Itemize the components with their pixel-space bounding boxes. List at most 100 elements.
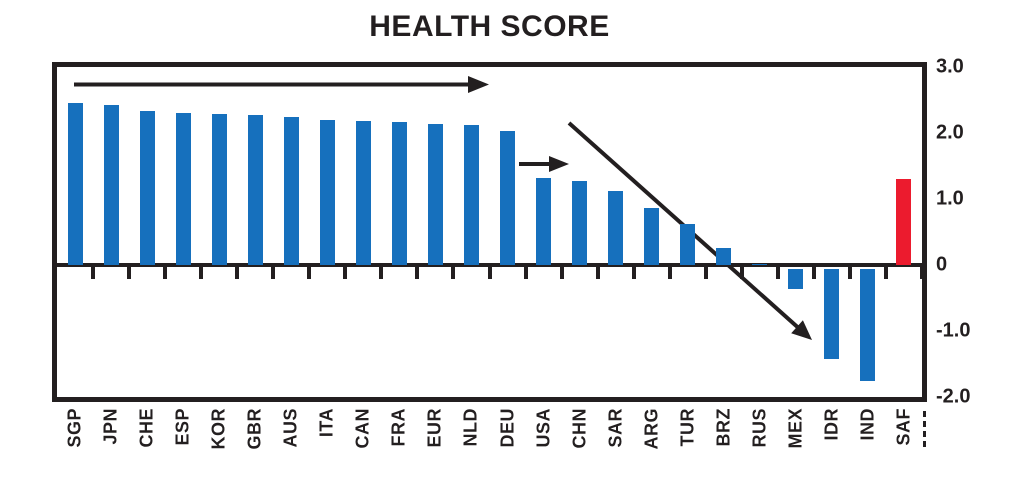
x-label-CHE: CHE <box>137 408 158 453</box>
axis-tick <box>703 266 708 279</box>
axis-tick <box>775 266 780 279</box>
axis-tick <box>920 266 924 279</box>
bar-SAR <box>608 191 624 265</box>
axis-tick <box>739 266 744 279</box>
x-label-text: SAF <box>893 408 914 446</box>
axis-tick <box>523 266 528 279</box>
bar-CAN <box>355 121 371 265</box>
plot-area <box>52 62 927 402</box>
y-tick-label-3.0: 3.0 <box>936 55 964 78</box>
axis-tick <box>811 266 816 279</box>
x-label-IND: IND <box>857 408 878 446</box>
x-label-CHN: CHN <box>569 408 590 454</box>
axis-tick <box>343 266 348 279</box>
x-label-USA: USA <box>533 408 554 453</box>
axis-tick <box>379 266 384 279</box>
x-label-text: ARG <box>641 408 662 450</box>
axis-tick <box>415 266 420 279</box>
x-label-text: KOR <box>208 408 229 450</box>
y-tick-label-0: 0 <box>936 253 948 276</box>
x-label-text: USA <box>533 408 554 448</box>
x-label-KOR: KOR <box>209 408 230 455</box>
bar-RUS <box>752 263 768 265</box>
axis-tick <box>667 266 672 279</box>
x-label-text: DEU <box>497 408 518 448</box>
x-label-text: JPN <box>100 408 121 445</box>
bar-TUR <box>680 224 696 265</box>
axis-tick <box>91 266 96 279</box>
bar-KOR <box>211 113 227 265</box>
bar-ITA <box>319 119 335 265</box>
axis-tick <box>451 266 456 279</box>
x-label-IDR: IDR <box>821 408 842 446</box>
x-label-MEX: MEX <box>785 408 806 454</box>
x-label-text: TUR <box>677 408 698 447</box>
axis-tick <box>631 266 636 279</box>
x-label-text: BRZ <box>713 408 734 447</box>
bar-CHE <box>139 111 155 265</box>
x-label-DEU: DEU <box>497 408 518 453</box>
x-label-text: RUS <box>749 408 770 448</box>
bar-USA <box>536 177 552 265</box>
axis-tick <box>235 266 240 279</box>
bar-IDR <box>824 269 840 359</box>
x-label-text: GBR <box>244 408 265 450</box>
axis-tick <box>307 266 312 279</box>
x-label-FRA: FRA <box>389 408 410 452</box>
bar-JPN <box>103 105 119 265</box>
x-label-SAR: SAR <box>605 408 626 453</box>
y-tick-label--2.0: -2.0 <box>936 385 971 408</box>
bar-SAF <box>896 179 912 265</box>
axis-tick <box>847 266 852 279</box>
y-tick-label-2.0: 2.0 <box>936 121 964 144</box>
short-plateau-arrow-icon <box>519 156 569 172</box>
y-tick-label--1.0: -1.0 <box>936 319 971 342</box>
axis-tick <box>487 266 492 279</box>
axis-tick <box>559 266 564 279</box>
x-label-text: NLD <box>460 408 481 447</box>
bar-IND <box>860 269 876 382</box>
bar-EUR <box>427 123 443 265</box>
bar-ARG <box>644 207 660 265</box>
axis-tick <box>163 266 168 279</box>
axis-tick <box>883 266 888 279</box>
x-label-RUS: RUS <box>749 408 770 453</box>
x-label-text: AUS <box>280 408 301 448</box>
x-label-JPN: JPN <box>101 408 122 450</box>
axis-tick <box>199 266 204 279</box>
x-axis-labels: SGP JPN CHE ESP KOR GBR AUS ITA CAN FRA EUR NLD DEU U… <box>57 408 926 474</box>
x-label-NLD: NLD <box>461 408 482 452</box>
x-label-text: CHE <box>136 408 157 448</box>
x-label-CAN: CAN <box>353 408 374 454</box>
x-label-text: MEX <box>785 408 806 449</box>
x-label-text: IDR <box>821 408 842 441</box>
x-label-BRZ: BRZ <box>713 408 734 452</box>
bar-ESP <box>175 113 191 265</box>
plot-inner <box>57 67 924 397</box>
x-label-text: CHN <box>569 408 590 449</box>
axis-tick <box>595 266 600 279</box>
y-tick-label-1.0: 1.0 <box>936 187 964 210</box>
axis-continuation-dashes <box>923 411 926 447</box>
bar-AUS <box>283 117 299 265</box>
x-label-text: SAR <box>605 408 626 448</box>
bar-GBR <box>247 114 263 265</box>
x-label-text: CAN <box>352 408 373 449</box>
x-label-EUR: EUR <box>425 408 446 453</box>
x-label-text: IND <box>857 408 878 441</box>
x-label-text: ITA <box>316 408 337 438</box>
bar-CHN <box>572 181 588 265</box>
axis-tick <box>127 266 132 279</box>
axis-tick <box>271 266 276 279</box>
x-label-ARG: ARG <box>641 408 662 455</box>
x-label-ITA: ITA <box>317 408 338 442</box>
long-plateau-arrow-icon <box>74 76 489 93</box>
x-label-text: SGP <box>64 408 85 448</box>
x-label-GBR: GBR <box>245 408 266 455</box>
x-label-SAF: SAF <box>893 408 914 451</box>
bar-DEU <box>500 131 516 265</box>
x-label-TUR: TUR <box>677 408 698 452</box>
x-label-SGP: SGP <box>65 408 86 453</box>
x-label-AUS: AUS <box>281 408 302 453</box>
